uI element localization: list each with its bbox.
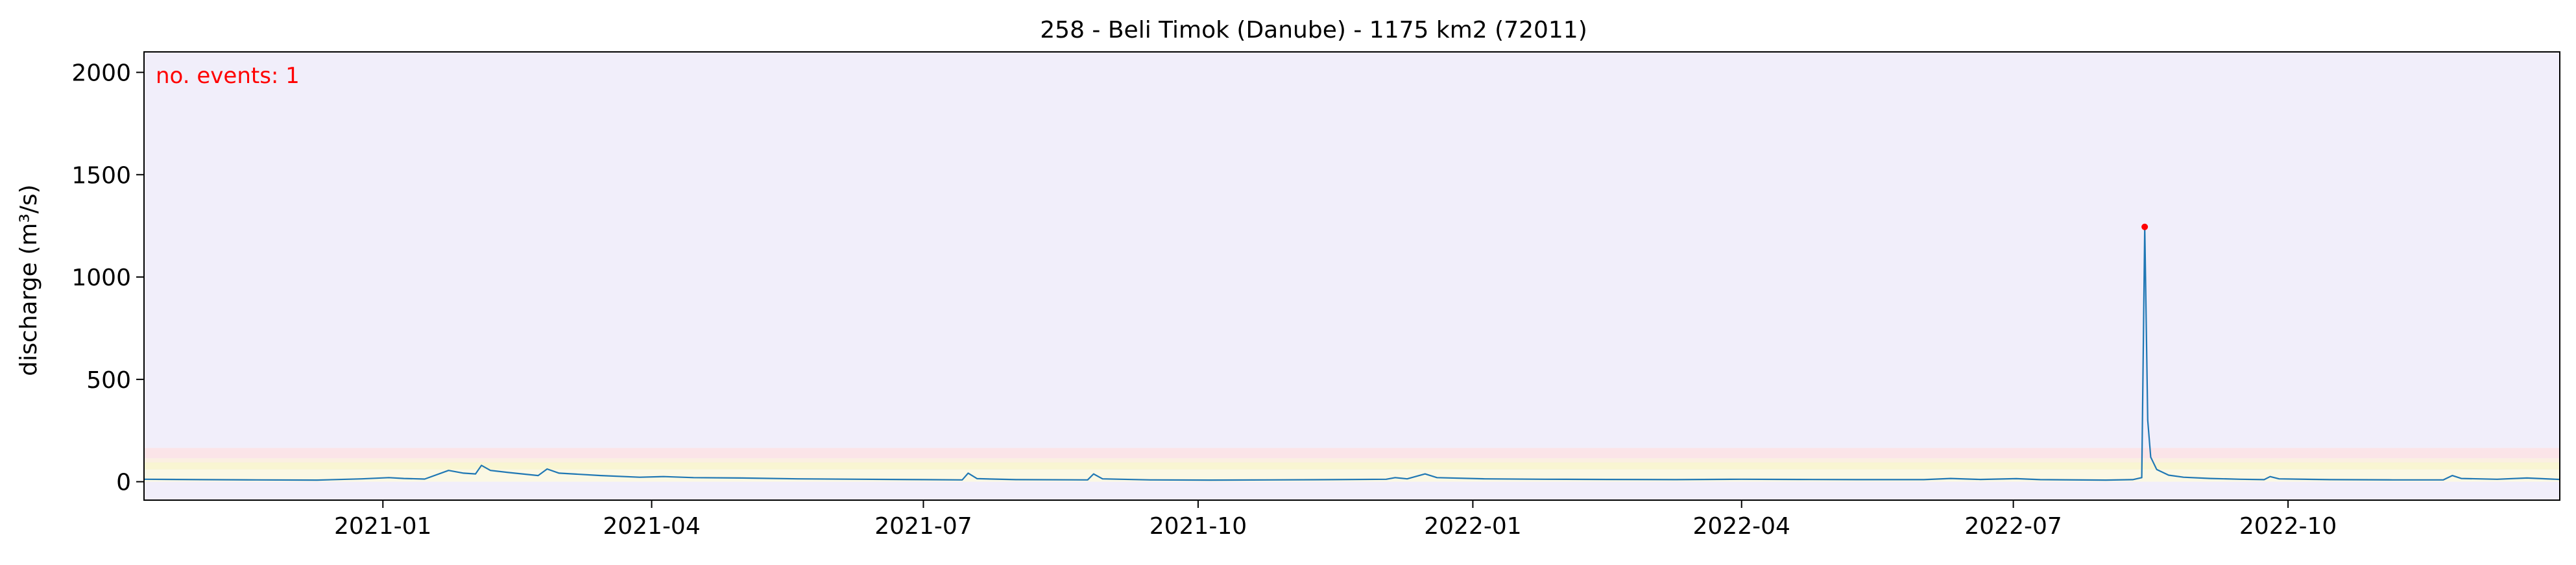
threshold-band-2 [144, 458, 2560, 463]
x-tick-label-4: 2022-01 [1424, 513, 1521, 540]
plot-background [144, 52, 2560, 500]
event-marker-0 [2141, 223, 2149, 230]
y-tick-label-3: 1500 [71, 162, 131, 189]
x-tick-label-7: 2022-10 [2239, 513, 2337, 540]
y-axis-label: discharge (m³/s) [16, 184, 42, 376]
x-tick-label-3: 2021-10 [1150, 513, 1247, 540]
threshold-band-1 [144, 462, 2560, 470]
x-tick-label-0: 2021-01 [334, 513, 431, 540]
discharge-line-0 [143, 226, 2560, 481]
x-axis: 2021-01 2021-04 2021-07 2021-10 2022-01 2022-… [334, 500, 2337, 540]
y-tick-label-0: 0 [116, 470, 131, 496]
x-tick-label-5: 2022-04 [1693, 513, 1790, 540]
plot-frame [143, 51, 2560, 501]
x-tick-label-1: 2021-04 [603, 513, 700, 540]
x-tick-label-6: 2022-07 [1964, 513, 2062, 540]
plot-area [143, 51, 2560, 501]
y-tick-label-1: 500 [86, 367, 131, 394]
chart-title: 258 - Beli Timok (Danube) - 1175 km2 (72… [1040, 17, 1587, 43]
events-count-annotation: no. events: 1 [156, 63, 300, 89]
y-tick-label-4: 2000 [71, 60, 131, 87]
x-tick-label-2: 2021-07 [874, 513, 972, 540]
y-axis: 0 500 1000 1500 2000 [71, 60, 144, 496]
y-tick-label-2: 1000 [71, 265, 131, 291]
threshold-band-3 [144, 448, 2560, 459]
